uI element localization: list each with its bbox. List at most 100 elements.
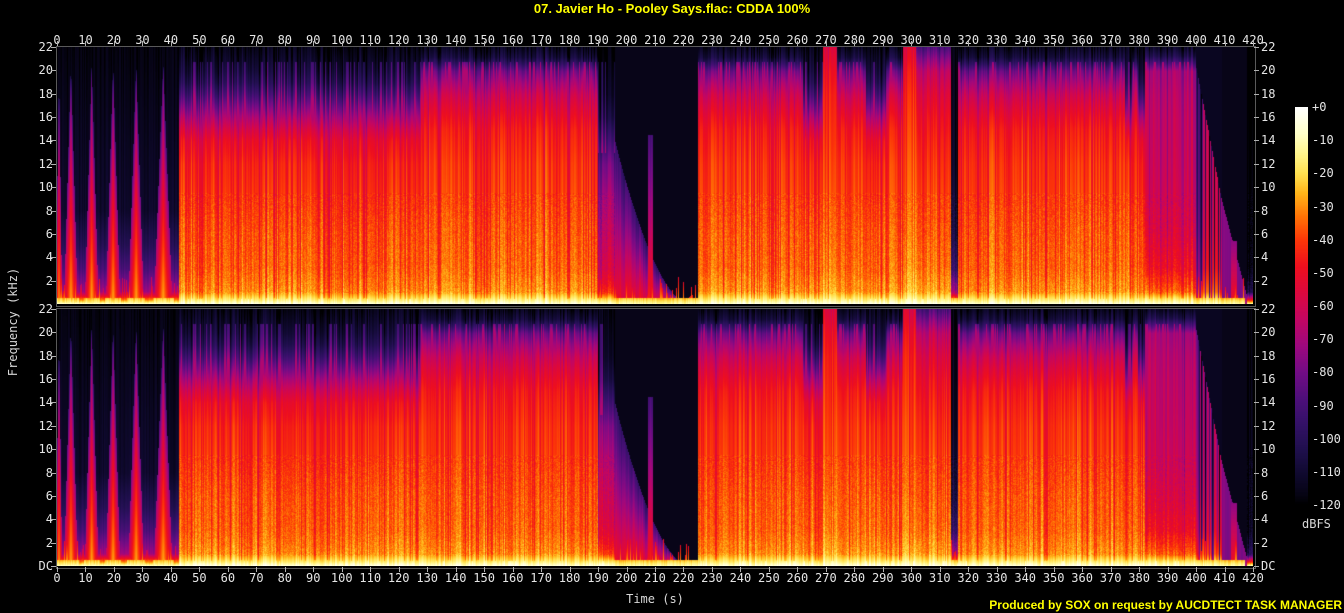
time-tick-mark: [113, 41, 115, 46]
time-tick-label: 300: [900, 571, 923, 585]
freq-tick-mark: [51, 257, 56, 259]
time-tick-label: 170: [530, 571, 552, 585]
freq-tick-mark: [1254, 187, 1259, 189]
freq-tick-label: 4: [45, 250, 53, 265]
freq-tick-label: 8: [45, 203, 53, 218]
colorbar-tick-label: -70: [1312, 332, 1334, 347]
time-tick-mark: [398, 567, 400, 572]
colorbar: [1295, 107, 1308, 505]
time-tick-mark: [911, 41, 913, 46]
time-tick-label: 240: [729, 33, 752, 47]
time-tick-mark: [569, 567, 571, 572]
freq-tick-label: 22: [38, 302, 53, 316]
time-tick-label: 50: [192, 571, 207, 585]
spectrogram-channel-left: [57, 47, 1253, 304]
time-tick-mark: [1025, 567, 1027, 572]
freq-tick-label: 16: [1261, 110, 1276, 125]
freq-tick-mark: [51, 163, 56, 165]
freq-tick-label: 6: [45, 226, 53, 241]
time-tick-label: 310: [928, 33, 951, 47]
freq-tick-mark: [51, 379, 56, 381]
freq-tick-mark: [1254, 355, 1259, 357]
freq-tick-label: 18: [1261, 86, 1276, 101]
time-tick-label: 180: [558, 33, 581, 47]
time-tick-mark: [313, 567, 315, 572]
time-tick-mark: [284, 567, 286, 572]
freq-tick-label: 16: [38, 372, 53, 387]
time-tick-label: 300: [900, 33, 923, 47]
freq-tick-mark: [51, 449, 56, 451]
time-tick-label: 360: [1071, 33, 1093, 47]
time-tick-label: 320: [957, 571, 980, 585]
time-tick-label: 70: [249, 33, 264, 47]
time-tick-mark: [1196, 41, 1198, 46]
freq-tick-label: 8: [1261, 203, 1269, 218]
time-tick-mark: [170, 41, 172, 46]
time-tick-mark: [882, 41, 884, 46]
freq-tick-mark: [51, 140, 56, 142]
time-tick-mark: [1110, 567, 1112, 572]
time-tick-mark: [427, 567, 429, 572]
time-tick-mark: [598, 567, 600, 572]
freq-tick-mark: [1254, 425, 1259, 427]
time-tick-mark: [142, 567, 144, 572]
time-tick-label: 220: [672, 33, 695, 47]
time-tick-mark: [1167, 567, 1169, 572]
freq-tick-label: 10: [1261, 180, 1276, 195]
freq-tick-label: 4: [1261, 250, 1269, 265]
freq-tick-label: 14: [38, 395, 53, 410]
time-tick-label: 260: [786, 571, 809, 585]
time-tick-mark: [655, 41, 656, 46]
time-tick-mark: [227, 41, 229, 46]
freq-tick-label: 20: [1261, 325, 1276, 340]
time-tick-mark: [825, 567, 827, 572]
freq-tick-label: 10: [1261, 442, 1276, 457]
freq-tick-mark: [51, 425, 56, 427]
time-tick-label: 60: [220, 33, 236, 47]
time-tick-label: 180: [558, 571, 581, 585]
time-tick-label: 400: [1185, 571, 1207, 585]
time-tick-mark: [768, 567, 770, 572]
time-tick-mark: [1167, 41, 1169, 46]
time-tick-mark: [113, 567, 115, 572]
time-tick-mark: [455, 567, 457, 572]
freq-tick-mark: [1254, 495, 1259, 497]
time-tick-mark: [512, 41, 514, 46]
time-tick-mark: [1139, 41, 1141, 46]
freq-tick-mark: [1254, 210, 1259, 212]
time-tick-mark: [768, 41, 770, 46]
time-tick-label: 130: [416, 571, 439, 585]
freq-tick-label: 12: [1261, 418, 1276, 433]
time-tick-label: 70: [249, 571, 264, 585]
time-tick-label: 90: [306, 33, 321, 47]
colorbar-tick-label: -40: [1312, 232, 1334, 247]
time-tick-mark: [968, 41, 970, 46]
time-tick-label: 10: [78, 33, 93, 47]
colorbar-tick-label: -30: [1312, 199, 1334, 214]
time-tick-mark: [484, 567, 486, 572]
time-tick-mark: [398, 41, 400, 46]
colorbar-tick-label: -80: [1312, 365, 1334, 380]
freq-tick-mark: [51, 117, 56, 119]
time-tick-label: 20: [106, 571, 122, 585]
time-tick-mark: [854, 567, 856, 572]
time-tick-label: 200: [615, 33, 638, 47]
freq-tick-label: DC: [38, 559, 53, 573]
time-tick-label: 50: [192, 33, 207, 47]
time-tick-label: 150: [473, 33, 495, 47]
colorbar-unit-label: dBFS: [1302, 517, 1331, 531]
frequency-axis-title: Frequency (kHz): [6, 267, 20, 377]
time-tick-label: 100: [330, 33, 353, 47]
freq-tick-mark: [1254, 519, 1259, 521]
freq-tick-label: 2: [45, 535, 53, 550]
time-tick-label: 60: [220, 571, 236, 585]
time-tick-mark: [512, 567, 514, 572]
colorbar-tick-label: -60: [1312, 299, 1334, 313]
colorbar-tick-label: -20: [1312, 166, 1334, 181]
time-tick-label: 310: [928, 571, 951, 585]
time-tick-label: 190: [587, 33, 609, 47]
freq-tick-mark: [1254, 379, 1259, 381]
time-tick-label: 420: [1242, 571, 1264, 585]
time-tick-label: 220: [672, 571, 695, 585]
time-tick-mark: [1224, 41, 1226, 46]
